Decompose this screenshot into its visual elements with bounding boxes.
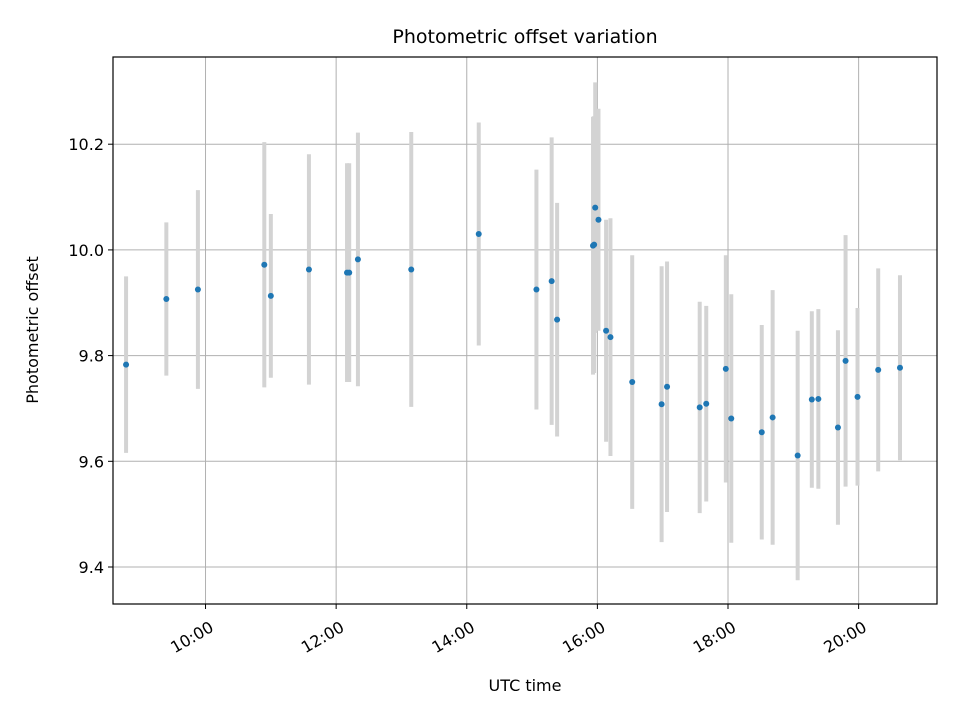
data-point [591, 241, 598, 248]
data-point [592, 204, 599, 211]
data-point [305, 266, 312, 273]
data-point [834, 424, 841, 431]
plot-frame [112, 56, 938, 605]
data-point [533, 286, 540, 293]
data-point [808, 396, 815, 403]
data-point [548, 278, 555, 285]
data-point [664, 383, 671, 390]
data-point [629, 379, 636, 386]
data-point [408, 266, 415, 273]
data-point [769, 414, 776, 421]
y-tick-label: 9.6 [79, 452, 104, 471]
x-axis-label: UTC time [489, 676, 562, 695]
data-point [875, 366, 882, 373]
data-point [261, 261, 268, 268]
data-point [346, 269, 353, 276]
data-point [854, 393, 861, 400]
data-point [658, 401, 665, 408]
data-point [696, 404, 703, 411]
point-layer [123, 204, 903, 459]
data-point [267, 292, 274, 299]
data-point [123, 361, 130, 368]
y-axis: 9.4 9.6 9.8 10.0 10.2 [68, 135, 113, 577]
y-tick-label: 9.4 [79, 558, 104, 577]
data-point [607, 334, 614, 341]
data-point [728, 415, 735, 422]
data-point [758, 429, 765, 436]
data-point [194, 286, 201, 293]
data-point [595, 216, 602, 223]
y-tick-label: 10.0 [68, 241, 104, 260]
data-point [722, 365, 729, 372]
data-point [354, 256, 361, 263]
data-point [703, 400, 710, 407]
data-point [896, 364, 903, 371]
data-point [603, 327, 610, 334]
y-axis-label: Photometric offset [23, 256, 42, 404]
y-tick-label: 10.2 [68, 135, 104, 154]
chart-title: Photometric offset variation [392, 26, 657, 48]
data-point [475, 231, 482, 238]
y-tick-label: 9.8 [79, 347, 104, 366]
data-point [842, 357, 849, 364]
data-point [794, 452, 801, 459]
data-point [163, 296, 170, 303]
data-point [554, 316, 561, 323]
data-point [815, 395, 822, 402]
